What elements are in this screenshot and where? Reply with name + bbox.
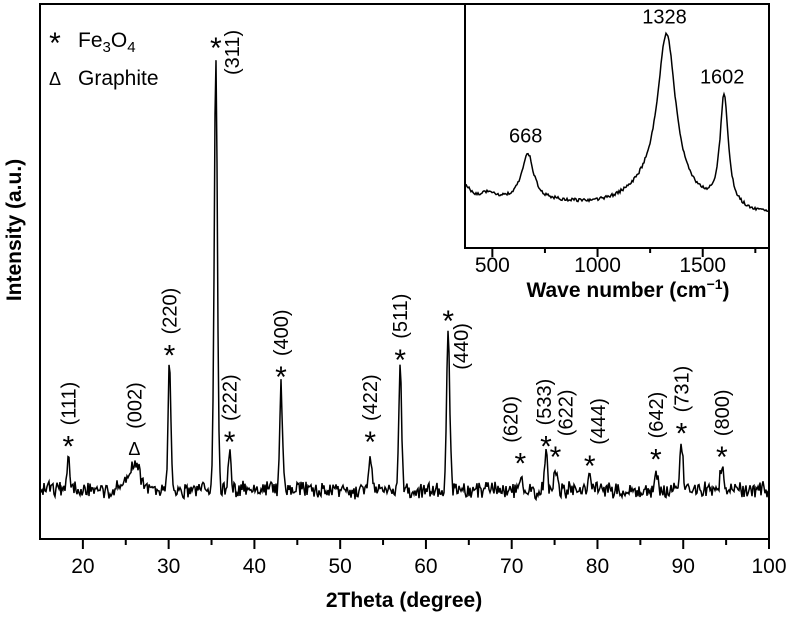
peak-marker: * bbox=[164, 339, 176, 372]
x-tick-label: 60 bbox=[414, 555, 437, 578]
legend-fe3o4-part: O bbox=[111, 29, 127, 52]
x-axis-title: 2Theta (degree) bbox=[326, 589, 482, 612]
peak-label: (622) bbox=[555, 389, 577, 436]
x-tick-label: 100 bbox=[751, 555, 786, 578]
main-plot-border bbox=[39, 3, 770, 540]
peak-label: (444) bbox=[588, 398, 610, 445]
legend-fe3o4-part: Fe bbox=[78, 29, 103, 52]
peak-marker: * bbox=[275, 361, 287, 394]
peak-label: (422) bbox=[360, 374, 382, 421]
raman-peak-label: 1328 bbox=[642, 6, 687, 28]
peak-marker: * bbox=[210, 32, 222, 65]
peak-marker: * bbox=[442, 305, 454, 338]
peak-marker: Δ bbox=[128, 439, 140, 459]
inset-x-axis-title: Wave number (cm−1) bbox=[526, 276, 729, 302]
legend-fe3o4-sub: 3 bbox=[103, 39, 111, 56]
peak-label: (002) bbox=[124, 382, 146, 429]
xrd-curve bbox=[41, 60, 768, 502]
peak-marker: * bbox=[540, 430, 552, 463]
x-tick-label: 50 bbox=[328, 555, 351, 578]
peak-marker: * bbox=[224, 426, 236, 459]
peak-marker: * bbox=[364, 426, 376, 459]
raman-peak-label: 1602 bbox=[700, 67, 745, 89]
peak-label: (800) bbox=[712, 389, 734, 436]
peak-label: (440) bbox=[451, 323, 473, 370]
inset-tick-label: 1500 bbox=[679, 254, 726, 277]
peak-label: (220) bbox=[160, 288, 182, 335]
legend-fe3o4-label: Fe3O4 bbox=[78, 29, 136, 56]
peak-marker: * bbox=[62, 430, 74, 463]
x-tick-label: 40 bbox=[243, 555, 266, 578]
inset-border bbox=[464, 3, 770, 249]
inset-x-axis-title-part: ) bbox=[723, 279, 730, 302]
peak-marker: * bbox=[650, 443, 662, 476]
x-tick-label: 70 bbox=[500, 555, 523, 578]
peak-annotations: *(111)Δ(002)*(220)* (311)*(222) *(400)*(42… bbox=[58, 30, 734, 483]
peak-marker: * bbox=[716, 441, 728, 474]
peak-marker: * bbox=[514, 448, 526, 481]
peak-marker: * bbox=[550, 441, 562, 474]
peak-label: (311) bbox=[222, 30, 244, 75]
raman-curve bbox=[466, 31, 768, 213]
raman-peak-labels: 668 1328 1602 bbox=[509, 6, 744, 147]
inset-x-axis-ticks: 500 1000 1500 bbox=[475, 248, 757, 277]
x-tick-label: 80 bbox=[586, 555, 609, 578]
raman-peak-label: 668 bbox=[509, 126, 542, 148]
peak-marker: * bbox=[584, 450, 596, 483]
inset-panel: 500 1000 1500 668 1328 1602 Wave number (cm−… bbox=[464, 3, 770, 302]
peak-label: (533) bbox=[534, 379, 556, 426]
legend-graphite-label: Graphite bbox=[78, 67, 159, 90]
peak-label: (731) bbox=[672, 366, 694, 413]
main-x-axis-ticks: 20 30 40 50 60 70 80 90 100 bbox=[71, 539, 787, 578]
inset-tick-label: 500 bbox=[475, 254, 510, 277]
peak-label: (642) bbox=[646, 392, 668, 439]
inset-x-axis-title-part: Wave number (cm bbox=[526, 279, 706, 302]
y-axis-title: Intensity (a.u.) bbox=[3, 159, 26, 301]
x-tick-label: 90 bbox=[672, 555, 695, 578]
peak-label: (511) bbox=[390, 294, 412, 339]
legend-fe3o4-sub: 4 bbox=[127, 39, 135, 56]
peak-label: (222) bbox=[220, 374, 242, 421]
legend-graphite-marker: Δ bbox=[49, 69, 61, 89]
peak-label: (111) bbox=[58, 382, 80, 426]
legend-fe3o4-marker: * bbox=[49, 27, 61, 60]
peak-label: (620) bbox=[500, 396, 522, 443]
peak-marker: * bbox=[394, 344, 406, 377]
peak-marker: * bbox=[676, 417, 688, 450]
x-tick-label: 20 bbox=[71, 555, 94, 578]
inset-tick-label: 1000 bbox=[574, 254, 621, 277]
inset-x-axis-title-sup: −1 bbox=[707, 276, 723, 292]
x-tick-label: 30 bbox=[157, 555, 180, 578]
peak-label: (400) bbox=[271, 309, 293, 356]
